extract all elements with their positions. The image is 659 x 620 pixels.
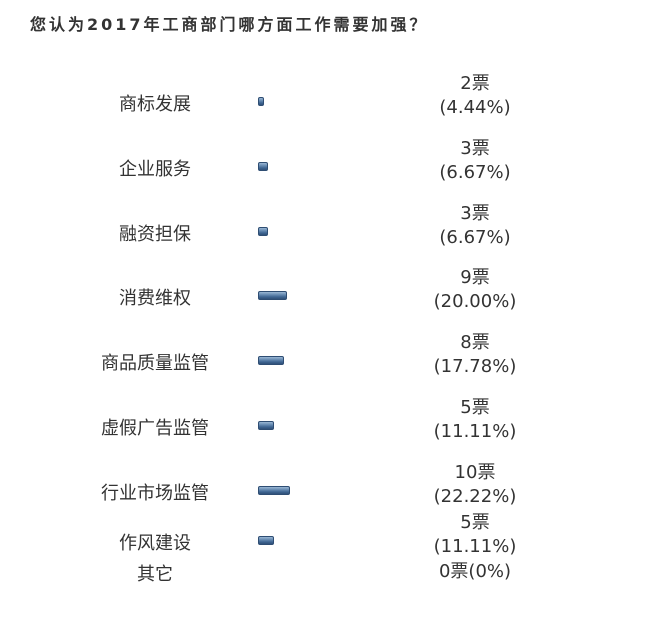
chart-row: 融资担保 3票 (6.67%) — [0, 202, 659, 262]
vote-percent: (6.67%) — [439, 227, 511, 248]
bar — [258, 356, 284, 365]
vote-percent: (11.11%) — [433, 421, 517, 442]
chart-row: 企业服务 3票 (6.67%) — [0, 137, 659, 197]
vote-percent: (0%) — [468, 561, 512, 582]
bar — [258, 536, 274, 545]
vote-count: 5票 — [460, 512, 490, 533]
category-label: 行业市场监管 — [101, 483, 209, 504]
category-label: 虚假广告监管 — [101, 418, 209, 439]
bar — [258, 97, 265, 106]
category-label: 其它 — [137, 564, 173, 585]
vote-count: 8票 — [460, 332, 490, 353]
category-label: 作风建设 — [119, 533, 191, 554]
vote-percent: (6.67%) — [439, 162, 511, 183]
chart-row: 行业市场监管 10票 (22.22%) — [0, 461, 659, 521]
vote-count: 0票 — [438, 561, 469, 582]
category-label: 商品质量监管 — [101, 353, 209, 374]
vote-count: 10票 — [454, 462, 496, 483]
chart-row: 其它 0票(0%) — [0, 560, 659, 620]
value-label: 0票(0%) — [420, 560, 530, 584]
bar — [258, 227, 268, 236]
vote-count: 5票 — [460, 397, 490, 418]
category-label: 企业服务 — [119, 159, 191, 180]
vote-percent: (20.00%) — [433, 291, 517, 312]
vote-count: 3票 — [460, 138, 490, 159]
chart-row: 商品质量监管 8票 (17.78%) — [0, 331, 659, 391]
vote-percent: (4.44%) — [439, 97, 511, 118]
chart-row: 作风建设 5票 (11.11%) — [0, 511, 659, 571]
category-label: 商标发展 — [119, 94, 191, 115]
chart-row: 消费维权 9票 (20.00%) — [0, 266, 659, 326]
bar — [258, 486, 290, 495]
bar — [258, 162, 268, 171]
vote-percent: (11.11%) — [433, 536, 517, 557]
chart-row: 虚假广告监管 5票 (11.11%) — [0, 396, 659, 456]
vote-count: 2票 — [460, 73, 490, 94]
bar — [258, 291, 287, 300]
vote-count: 9票 — [460, 267, 490, 288]
question-title: 您认为2017年工商部门哪方面工作需要加强？ — [30, 15, 429, 34]
category-label: 融资担保 — [119, 224, 191, 245]
poll-chart: 商标发展 2票 (4.44%) 企业服务 3票 (6.67%) 融资担保 3票 (6.67%) 消… — [0, 72, 659, 585]
category-label: 消费维权 — [119, 288, 191, 309]
chart-row: 商标发展 2票 (4.44%) — [0, 72, 659, 132]
vote-percent: (17.78%) — [433, 356, 517, 377]
bar — [258, 421, 274, 430]
vote-count: 3票 — [460, 203, 490, 224]
vote-percent: (22.22%) — [433, 486, 517, 507]
